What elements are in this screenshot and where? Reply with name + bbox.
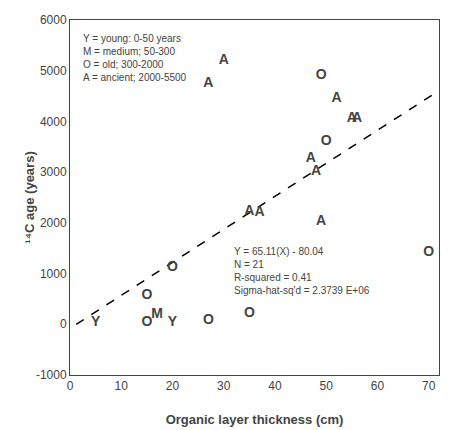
svg-text:¹⁴C age (years): ¹⁴C age (years) [22,151,37,243]
svg-text:0: 0 [60,317,67,331]
svg-text:70: 70 [422,379,436,393]
svg-text:40: 40 [268,379,282,393]
svg-text:60: 60 [371,379,385,393]
svg-text:Organic layer thickness (cm): Organic layer thickness (cm) [166,412,344,427]
svg-text:A: A [347,109,357,125]
svg-text:A: A [352,109,362,125]
svg-text:2000: 2000 [40,216,67,230]
svg-text:O: O [321,132,332,148]
svg-text:50: 50 [320,379,334,393]
svg-text:1000: 1000 [40,267,67,281]
svg-text:Y: Y [91,313,101,329]
svg-text:A: A [316,212,326,228]
svg-text:-1000: -1000 [36,368,67,382]
svg-text:O: O [167,258,178,274]
svg-text:4000: 4000 [40,115,67,129]
svg-text:10: 10 [115,379,129,393]
svg-text:Y = young: 0-50 yearsM = mediu: Y = young: 0-50 yearsM = medium; 50-300O… [83,33,187,83]
svg-text:20: 20 [166,379,180,393]
svg-text:M: M [151,305,163,321]
svg-text:A: A [311,162,321,178]
svg-text:0: 0 [67,379,74,393]
svg-text:30: 30 [217,379,231,393]
svg-text:O: O [203,311,214,327]
svg-text:O: O [244,304,255,320]
svg-text:A: A [203,74,213,90]
svg-text:O: O [141,286,152,302]
svg-text:O: O [316,66,327,82]
svg-text:A: A [244,202,254,218]
svg-text:A: A [331,89,341,105]
svg-text:Y: Y [168,313,178,329]
svg-text:O: O [141,313,152,329]
svg-text:A: A [219,51,229,67]
svg-text:5000: 5000 [40,64,67,78]
svg-text:3000: 3000 [40,165,67,179]
svg-text:O: O [423,243,434,259]
svg-text:A: A [255,203,265,219]
svg-text:Y = 65.11(X) - 80.04N = 21R-sq: Y = 65.11(X) - 80.04N = 21R-squared = 0.… [234,246,370,296]
svg-text:A: A [306,149,316,165]
svg-text:6000: 6000 [40,13,67,27]
